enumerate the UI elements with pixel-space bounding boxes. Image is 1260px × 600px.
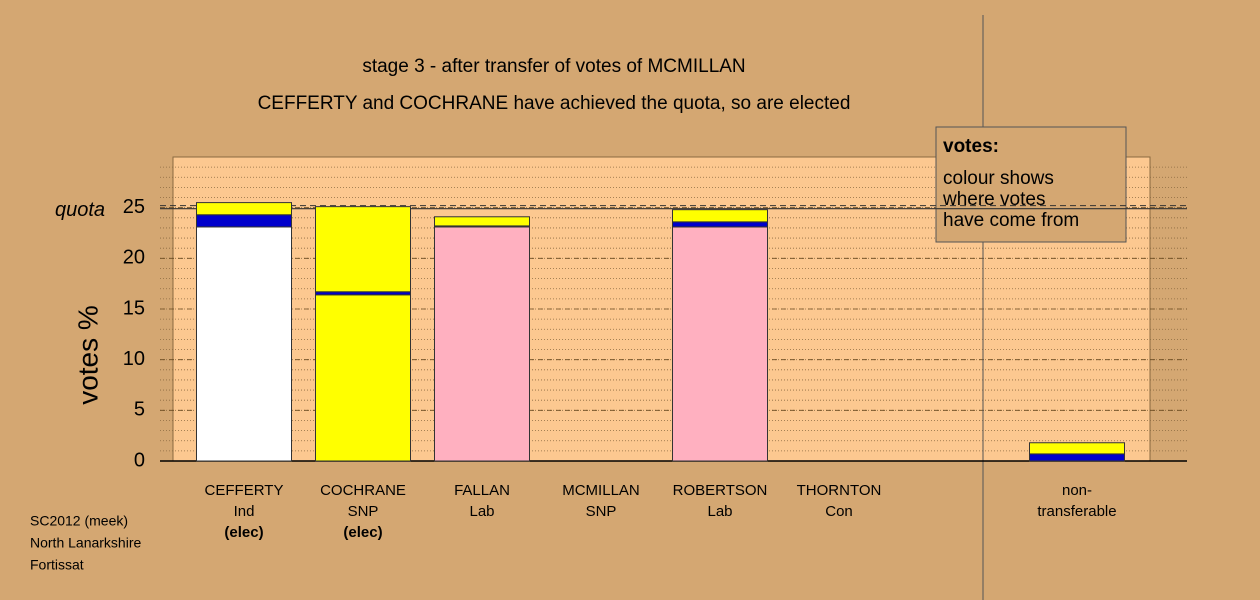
y-tick-label: 10: [123, 348, 145, 370]
y-tick-label: 5: [134, 399, 145, 421]
footer: SC2012 (meek): [30, 513, 128, 529]
x-tick-label: (elec): [343, 524, 382, 541]
x-tick-label: THORNTON: [797, 482, 882, 499]
chart-title: stage 3 - after transfer of votes of MCM…: [362, 56, 745, 77]
legend-text: where votes: [942, 189, 1045, 210]
x-tick-label: transferable: [1037, 503, 1116, 520]
x-tick-label: non-: [1062, 482, 1092, 499]
bar-segment: [315, 206, 411, 293]
x-tick-label: COCHRANE: [320, 482, 406, 499]
x-tick-label: SNP: [586, 503, 617, 520]
x-tick-label: ROBERTSON: [673, 482, 768, 499]
legend-title: votes:: [943, 136, 999, 157]
bar-segment: [196, 202, 292, 216]
x-tick-label: Lab: [707, 503, 732, 520]
footer: North Lanarkshire: [30, 535, 141, 551]
y-axis-label: votes %: [72, 305, 103, 405]
x-tick-label: Lab: [469, 503, 494, 520]
chart-subtitle: CEFFERTY and COCHRANE have achieved the …: [258, 93, 851, 114]
bar-segment: [1029, 453, 1125, 462]
x-tick-label: SNP: [348, 503, 379, 520]
bar-segment: [434, 216, 530, 227]
y-tick-label: 20: [123, 247, 145, 269]
bar-segment: [1029, 442, 1125, 455]
legend: votes: colour shows where votes have com…: [935, 126, 1127, 243]
bar-segment: [672, 221, 768, 228]
y-tick-label: 15: [123, 297, 145, 319]
legend-text: colour shows: [943, 168, 1054, 189]
x-tick-label: Con: [825, 503, 853, 520]
x-tick-label: Ind: [234, 503, 255, 520]
x-tick-label: MCMILLAN: [562, 482, 640, 499]
quota-label: quota: [55, 199, 105, 221]
bar-segment: [672, 209, 768, 223]
bar-segment: [434, 226, 530, 462]
legend-text: have come from: [943, 210, 1079, 231]
bar-segment: [672, 226, 768, 462]
footer: Fortissat: [30, 557, 84, 573]
x-tick-label: CEFFERTY: [205, 482, 284, 499]
bar-segment: [315, 294, 411, 462]
bar-segment: [196, 226, 292, 462]
bar-segment: [196, 214, 292, 228]
y-tick-label: 0: [134, 449, 145, 471]
y-tick-label: 25: [123, 196, 145, 218]
x-tick-label: (elec): [224, 524, 263, 541]
x-tick-label: FALLAN: [454, 482, 510, 499]
legend-box: [935, 126, 1127, 243]
